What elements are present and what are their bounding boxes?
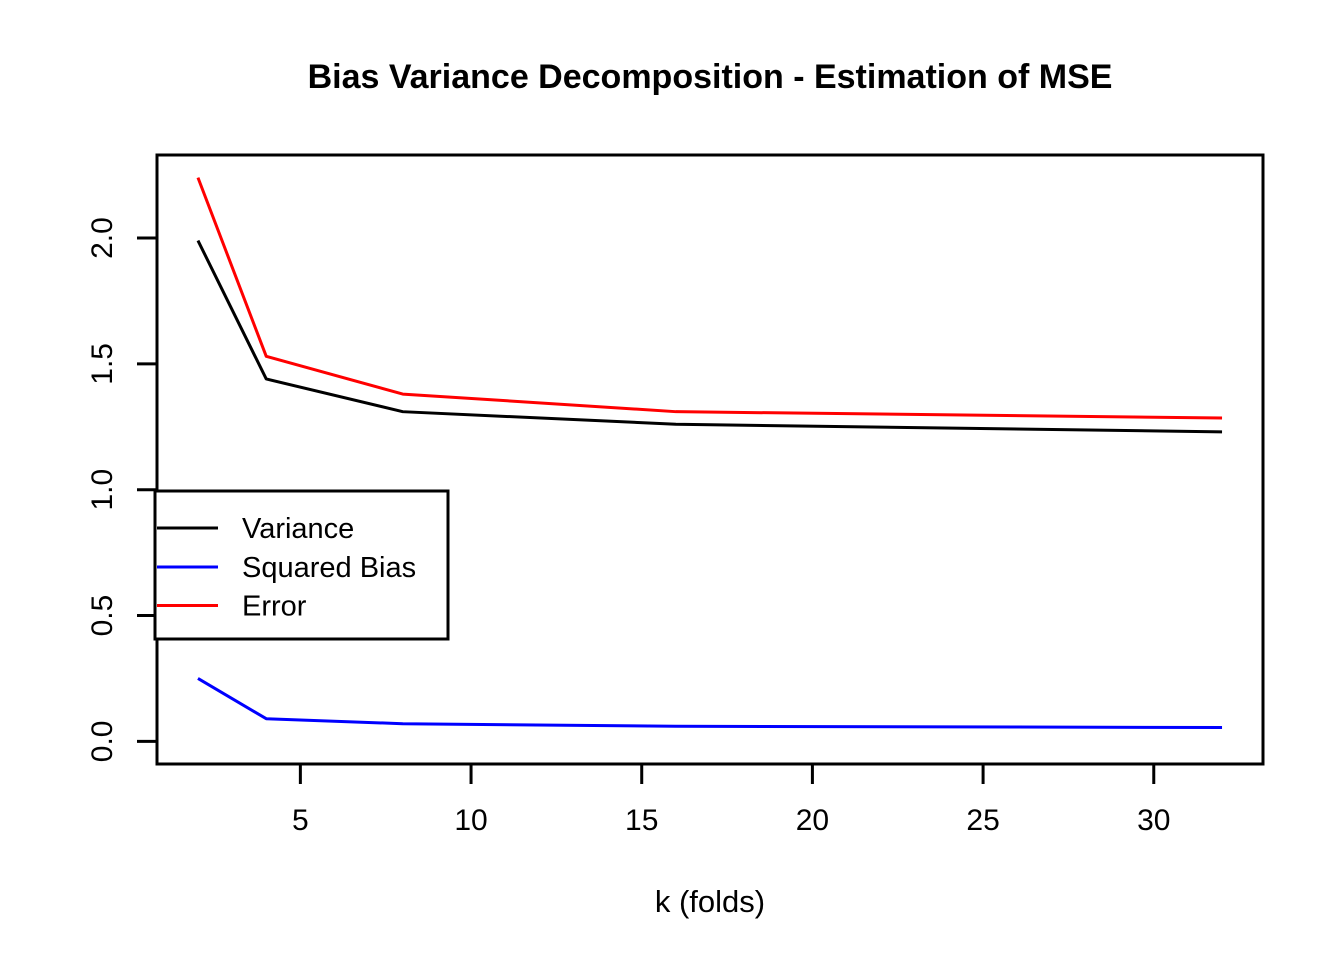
y-axis-tick-label: 0.5 [86, 595, 119, 637]
x-axis-tick-label: 5 [292, 804, 309, 837]
x-axis-tick-label: 30 [1137, 804, 1170, 837]
series-line-variance [196, 239, 1223, 434]
x-axis-tick-label: 25 [966, 804, 999, 837]
y-axis-tick-label: 0.0 [86, 720, 119, 762]
legend-label-squared-bias: Squared Bias [242, 552, 416, 584]
series-line-squared-bias [197, 677, 1223, 730]
legend-label-variance: Variance [242, 513, 354, 545]
x-axis-label: k (folds) [654, 884, 766, 919]
y-axis-tick-label: 1.0 [86, 469, 119, 511]
plot-border [155, 153, 1265, 766]
x-axis-tick-label: 15 [625, 804, 658, 837]
chart-title: Bias Variance Decomposition - Estimation… [307, 58, 1113, 96]
x-axis-tick-label: 20 [796, 804, 829, 837]
x-axis-tick-label: 10 [454, 804, 487, 837]
series-line-error [196, 177, 1223, 420]
legend-label-error: Error [242, 591, 307, 623]
legend-box [153, 489, 450, 641]
y-axis-tick-label: 1.5 [86, 343, 119, 385]
y-axis-tick-label: 2.0 [86, 217, 119, 259]
